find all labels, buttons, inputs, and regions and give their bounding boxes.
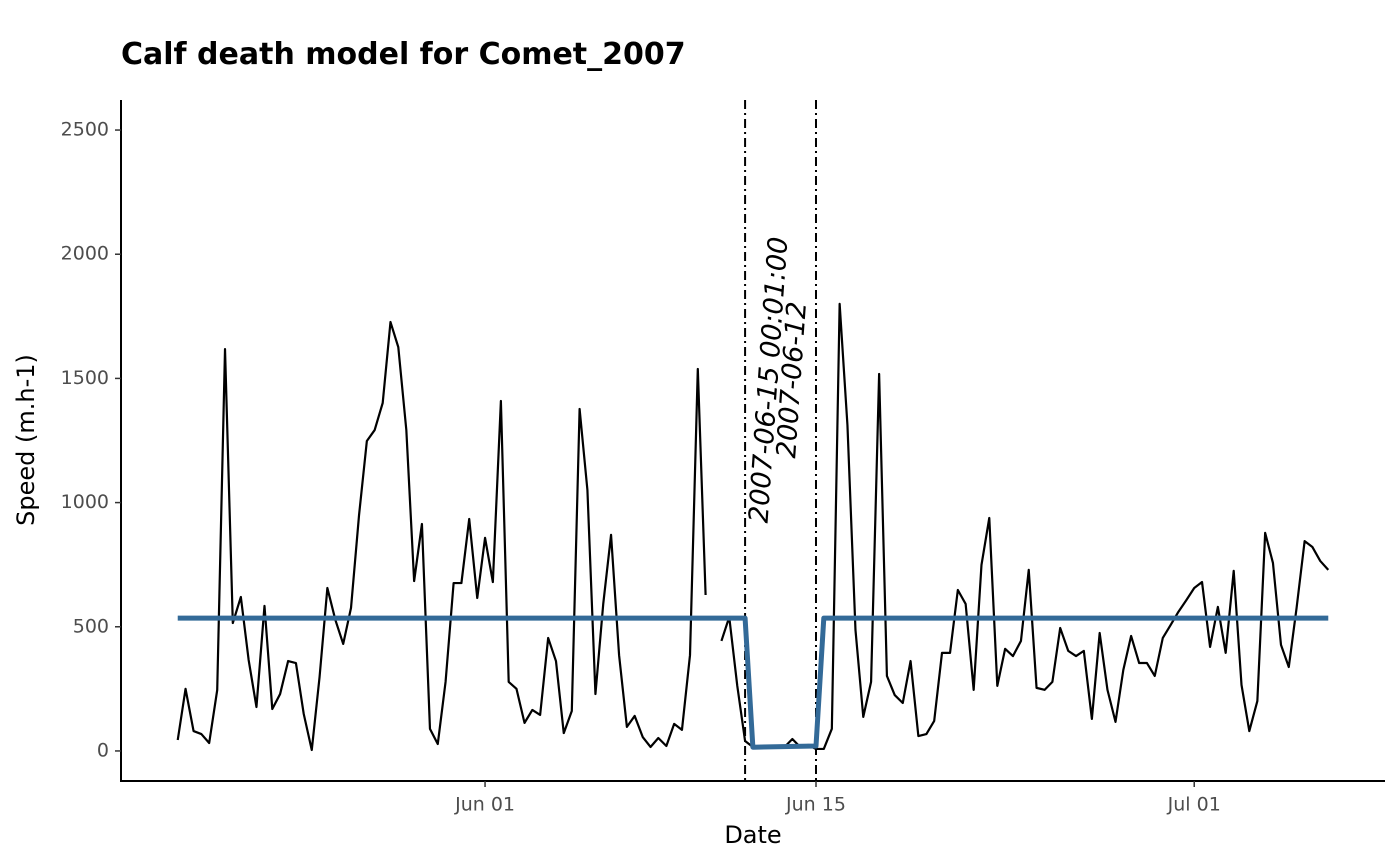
y-tick-label: 1000	[61, 491, 109, 513]
x-tick-label: Jun 15	[785, 794, 846, 816]
y-tick-label: 2500	[61, 119, 109, 141]
y-axis-title: Speed (m.h-1)	[12, 354, 40, 526]
y-tick-label: 500	[73, 615, 109, 637]
y-tick-label: 0	[97, 739, 109, 761]
y-tick-label: 1500	[61, 367, 109, 389]
x-axis-title: Date	[724, 821, 781, 849]
x-tick-label: Jul 01	[1167, 794, 1221, 816]
x-tick-label: Jun 01	[454, 794, 515, 816]
line-series	[177, 615, 1329, 750]
line-series	[176, 302, 1330, 752]
y-tick-label: 2000	[61, 243, 109, 265]
chart-title: Calf death model for Comet_2007	[121, 37, 686, 72]
